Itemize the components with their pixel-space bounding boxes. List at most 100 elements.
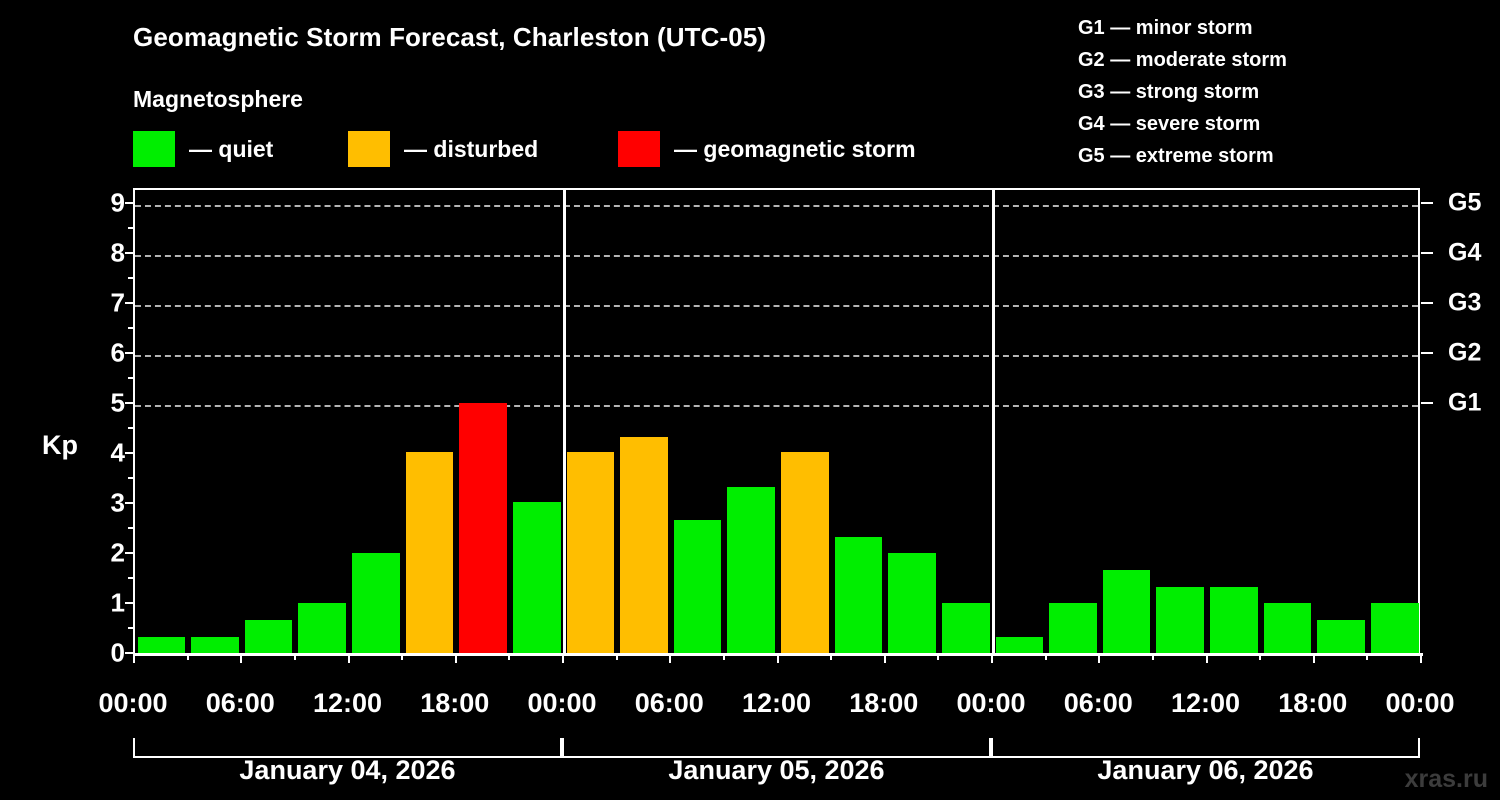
x-tick-mark [133,655,135,663]
x-tick-mark-minor [1259,655,1262,660]
y-tick-label-3: 3 [110,487,125,518]
x-tick-mark-minor [1044,655,1047,660]
y-tick-label-6: 6 [110,337,125,368]
y-tick-mark [125,352,135,354]
x-tick-mark-minor [937,655,940,660]
g-tick-mark [1421,302,1433,304]
y-tick-mark [125,652,135,654]
g-scale-legend: G1 — minor storm G2 — moderate storm G3 — … [1078,12,1287,172]
bar-kp [727,486,775,653]
y-tick-mark-minor [128,327,135,329]
bar-kp [888,553,936,653]
y-tick-mark-minor [128,627,135,629]
x-tick-mark [883,655,886,663]
x-tick-label: 06:00 [634,688,704,718]
bar-kp [1156,586,1204,653]
gridline-kp-9 [135,205,1418,207]
y-tick-label-5: 5 [110,387,125,418]
y-tick-mark [125,502,135,504]
y-tick-mark [125,302,135,304]
legend-label: — disturbed [404,135,539,162]
x-axis-line [133,653,1423,656]
gridline-kp-7 [135,305,1418,307]
x-tick-mark-minor [401,655,404,660]
legend-label: — quiet [189,135,274,162]
x-tick-mark [991,655,993,663]
bar-kp [941,603,990,653]
x-tick-mark [1205,655,1208,663]
green-square-icon [133,131,175,167]
bar-kp [834,536,883,653]
x-tick-mark [240,655,243,663]
y-tick-label-1: 1 [110,587,125,618]
x-tick-mark [1098,655,1101,663]
gridline-kp-5 [135,405,1418,407]
bar-kp [620,436,668,653]
x-tick-mark-minor [293,655,296,660]
x-tick-mark [669,655,672,663]
g-scale-row-3: G3 — strong storm [1078,81,1260,103]
y-tick-label-2: 2 [110,537,125,568]
x-tick-label: 18:00 [420,688,490,718]
x-tick-mark [454,655,457,663]
x-tick-mark [776,655,779,663]
date-bracket [991,738,1420,758]
g-scale-row-1: G1 — minor storm [1078,17,1253,39]
bar-kp [673,519,722,653]
plot-inner [135,190,1419,653]
y-tick-mark-minor [128,377,135,379]
date-label: January 04, 2026 [239,755,456,785]
y-tick-mark-minor [128,227,135,229]
x-tick-label: 18:00 [849,688,919,718]
y-tick-mark-minor [128,427,135,429]
g-scale-row-5: G5 — extreme storm [1078,145,1274,167]
gridline-kp-6 [135,355,1418,357]
g-tick-mark [1421,352,1433,354]
g-tick-label-G1: G1 [1448,388,1482,417]
legend-item-orange-square: — disturbed [348,131,538,167]
bar-kp [298,603,346,653]
day-separator [992,190,995,653]
y-tick-label-7: 7 [110,287,125,318]
date-label: January 06, 2026 [1097,755,1314,785]
bar-kp [405,451,454,653]
day-separator [563,190,566,653]
x-tick-mark [1420,655,1422,663]
bar-kp [1370,603,1419,653]
bar-kp [191,636,239,653]
g-tick-mark [1421,252,1433,254]
y-tick-label-9: 9 [110,187,125,218]
bar-kp [244,619,293,653]
legend-item-red-square: — geomagnetic storm [618,131,916,167]
y-tick-mark-minor [128,477,135,479]
x-tick-label: 00:00 [956,688,1026,718]
x-tick-mark [562,655,564,663]
y-tick-mark [125,252,135,254]
page-title: Geomagnetic Storm Forecast, Charleston (… [133,22,767,52]
x-tick-label: 00:00 [1385,688,1455,718]
watermark: xras.ru [1404,765,1488,793]
date-brackets [133,738,1423,760]
x-tick-mark-minor [1151,655,1154,660]
chart-subtitle: Magnetosphere [133,86,303,112]
x-tick-label: 06:00 [205,688,275,718]
g-tick-label-G2: G2 [1448,338,1482,367]
x-tick-mark-minor [830,655,833,660]
bar-kp [1102,569,1151,653]
bar-kp [781,451,829,653]
x-tick-label: 12:00 [312,688,383,718]
x-tick-mark-minor [1366,655,1369,660]
x-tick-label: 12:00 [1170,688,1241,718]
g-tick-label-G4: G4 [1448,238,1482,267]
y-tick-label-8: 8 [110,237,125,268]
bar-kp [1263,603,1312,653]
bar-kp [1049,603,1097,653]
g-scale-row-4: G4 — severe storm [1078,113,1261,135]
y-tick-mark [125,202,135,204]
bar-kp [459,403,507,653]
x-tick-label: 12:00 [741,688,812,718]
gridline-kp-8 [135,255,1418,257]
x-tick-mark-minor [722,655,725,660]
y-tick-mark [125,552,135,554]
date-label: January 05, 2026 [668,755,885,785]
